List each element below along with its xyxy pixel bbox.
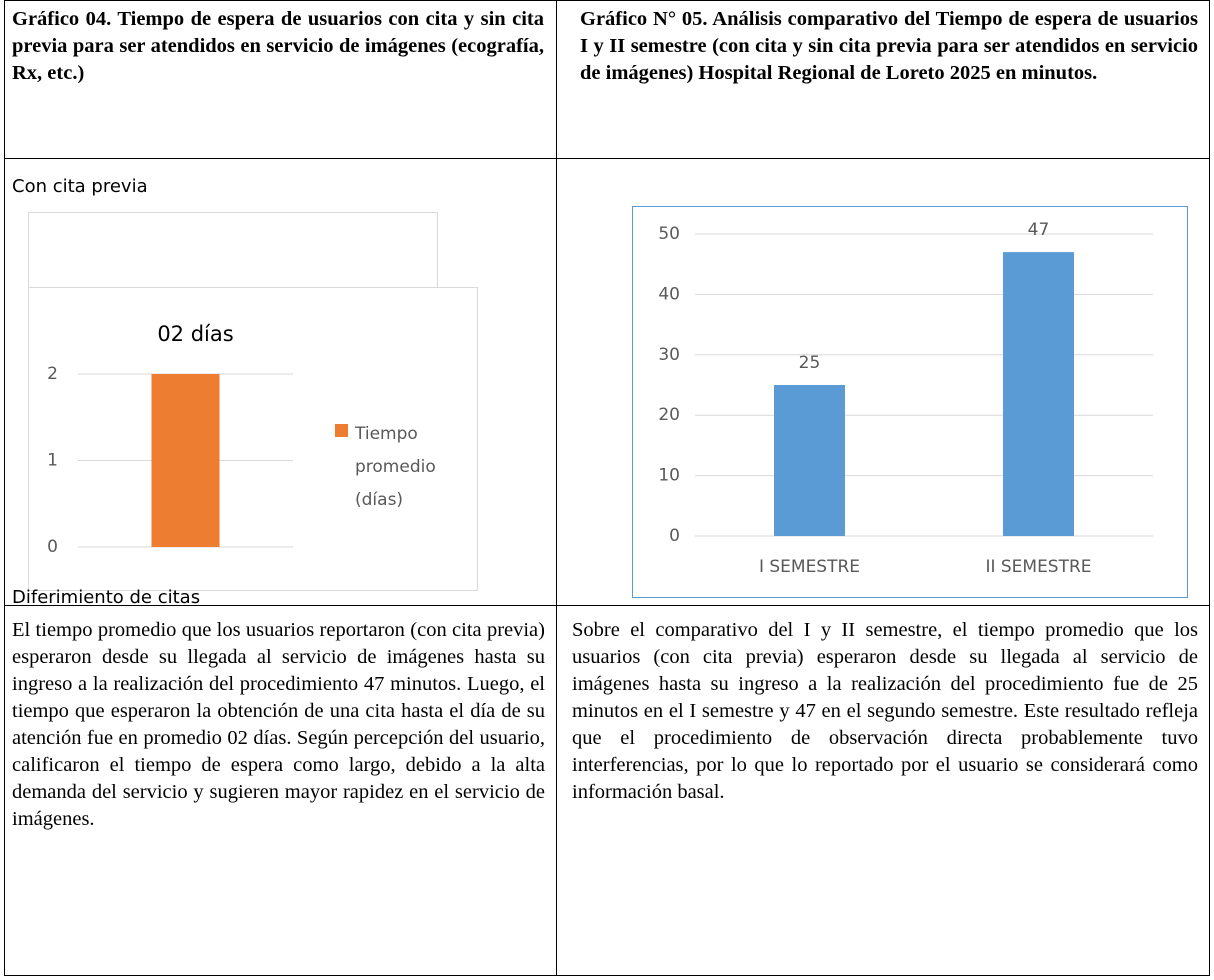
y-tick-label: 2 xyxy=(47,364,58,384)
y-tick-label: 30 xyxy=(658,345,680,365)
y-tick-label: 50 xyxy=(658,224,680,244)
header-cell: Gráfico N° 05. Análisis comparativo del … xyxy=(580,8,1198,84)
bar xyxy=(774,385,845,536)
bar xyxy=(1003,252,1074,536)
y-tick-label: 10 xyxy=(658,466,680,486)
y-tick-label: 0 xyxy=(669,526,680,546)
y-tick-label: 0 xyxy=(47,537,58,557)
x-tick-label: II SEMESTRE xyxy=(985,557,1091,577)
caption: Con cita previa xyxy=(12,176,148,197)
data-label: 25 xyxy=(799,353,821,373)
chart-frame-back xyxy=(28,212,438,291)
x-tick-label: I SEMESTRE xyxy=(759,557,860,577)
y-tick-label: 1 xyxy=(47,451,58,471)
chart-frame xyxy=(28,287,478,591)
data-label: 47 xyxy=(1028,220,1050,240)
chart-title: 02 días xyxy=(157,322,233,346)
header-cell: Gráfico 04. Tiempo de espera de usuarios… xyxy=(12,8,544,84)
legend-label: Tiempo promedio (días) xyxy=(355,424,436,510)
paragraph: Sobre el comparativo del I y II semestre… xyxy=(572,619,1198,803)
chart-frame xyxy=(632,206,1188,598)
paragraph: El tiempo promedio que los usuarios repo… xyxy=(12,619,545,830)
y-tick-label: 20 xyxy=(658,405,680,425)
table-border xyxy=(4,0,1210,976)
caption: Diferimiento de citas xyxy=(12,587,201,608)
bar xyxy=(151,374,220,547)
y-tick-label: 40 xyxy=(658,284,680,304)
legend-swatch xyxy=(335,424,348,437)
